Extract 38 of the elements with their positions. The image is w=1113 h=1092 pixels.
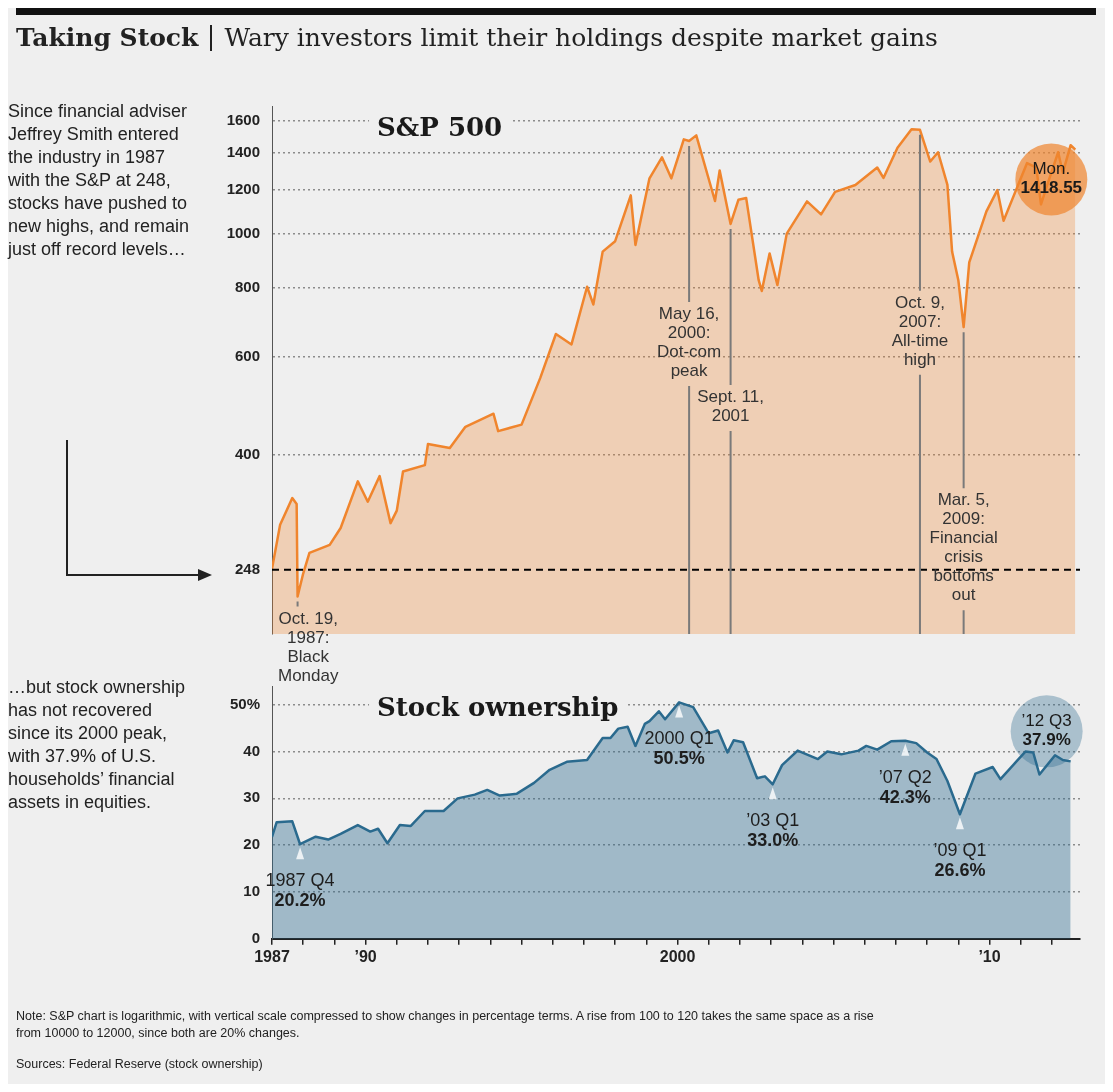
annotation: 2000 Q1 50.5% xyxy=(644,728,714,769)
y-tick-label: 1000 xyxy=(226,223,260,241)
annotation: Sept. 11, 2001 xyxy=(697,387,764,426)
y-tick-label: 1400 xyxy=(226,142,260,160)
y-tick-label: 600 xyxy=(234,347,260,365)
annotation: ’12 Q3 37.9% xyxy=(1021,710,1072,749)
y-tick-label: 10 xyxy=(243,882,260,900)
y-tick-label: 50% xyxy=(229,694,260,712)
annotation: Oct. 9, 2007: All-time high xyxy=(891,293,949,369)
y-tick-label: 1600 xyxy=(226,110,260,128)
annotation: Oct. 19, 1987: Black Monday xyxy=(278,608,339,685)
text: S&P 500 xyxy=(377,112,503,142)
y-tick-label: 30 xyxy=(243,788,260,806)
x-tick-label: 1987 xyxy=(254,947,290,965)
y-tick-label: 20 xyxy=(243,835,260,853)
annotation: 1987 Q4 20.2% xyxy=(265,870,335,911)
annotation: Mar. 5, 2009: Financial crisis bottoms out xyxy=(929,490,998,605)
annotation: ’09 Q1 26.6% xyxy=(933,840,987,881)
x-tick-label: ’10 xyxy=(978,947,1001,965)
source-note: Sources: Federal Reserve (stock ownership) xyxy=(16,1056,264,1073)
chart-subtitle: Wary investors limit their holdings despite market gains xyxy=(224,23,938,52)
y-tick-label: 0 xyxy=(251,928,260,946)
y-tick-label: 248 xyxy=(234,559,260,577)
y-tick-label: 1200 xyxy=(226,180,260,198)
annotation: ’07 Q2 42.3% xyxy=(878,766,932,807)
y-tick-label: 800 xyxy=(234,277,260,295)
y-tick-label: 400 xyxy=(234,444,260,462)
text: …but stock ownership has not recovered since its 2000 peak, with 37.9% of U.S. households’ financial assets in equities. xyxy=(8,676,187,814)
text: Note: S&P chart is logarithmic, with vertical scale compressed to show changes in percentage terms. A rise from 100 to 120 takes the same space as a rise from 10000 to 12000, since both are 20% changes. xyxy=(16,1008,875,1042)
annotation: Mon. 1418.55 xyxy=(1020,158,1083,197)
chart-title: Taking Stock xyxy=(16,23,199,52)
annotation: May 16, 2000: Dot-com peak xyxy=(656,304,722,381)
text: Since financial adviser Jeffrey Smith entered the industry in 1987 with the S&P at 248, stocks have pushed to new highs, and remain just off record levels… xyxy=(8,100,191,261)
y-tick-label: 40 xyxy=(243,741,260,759)
annotation: ’03 Q1 33.0% xyxy=(746,810,800,851)
x-tick-label: 2000 xyxy=(659,947,696,965)
series-label: Stock ownership xyxy=(377,692,619,722)
x-tick-label: ’90 xyxy=(354,947,377,965)
